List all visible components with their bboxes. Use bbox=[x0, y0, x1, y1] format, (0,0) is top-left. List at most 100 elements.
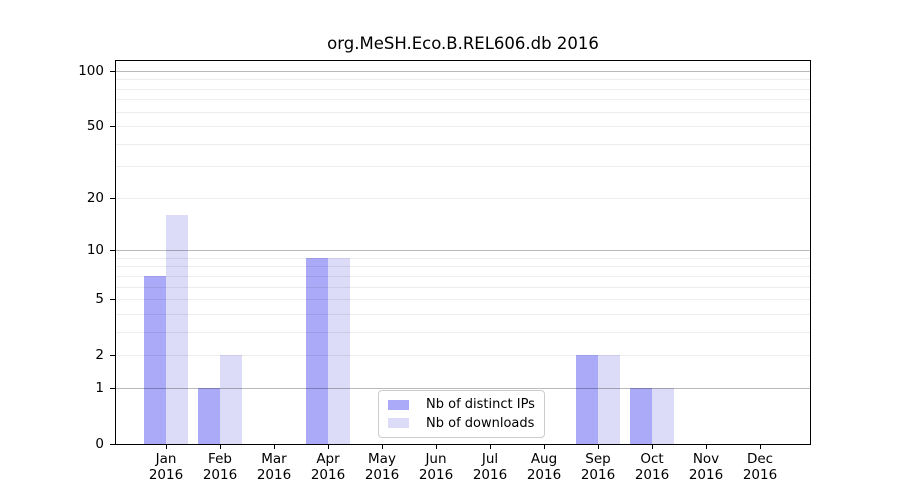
gridline-major bbox=[116, 70, 810, 72]
gridline-major bbox=[116, 250, 810, 252]
x-tick-mark bbox=[760, 445, 761, 449]
gridline-minor bbox=[116, 143, 810, 145]
x-tick-year: 2016 bbox=[148, 467, 184, 483]
bar-downloads bbox=[220, 355, 242, 444]
x-tick-label: May 2016 bbox=[347, 451, 417, 483]
gridline-minor bbox=[116, 299, 810, 301]
y-tick-mark bbox=[110, 250, 115, 252]
x-tick-mark bbox=[166, 445, 167, 449]
x-tick-mark bbox=[328, 445, 329, 449]
y-tick-label: 5 bbox=[95, 291, 104, 308]
plot-area bbox=[115, 60, 811, 445]
gridline-minor bbox=[116, 99, 810, 101]
legend-label-distinct-ips: Nb of distinct IPs bbox=[426, 397, 535, 413]
x-tick-year: 2016 bbox=[472, 467, 508, 483]
x-tick-label: Jun 2016 bbox=[401, 451, 471, 483]
y-tick-label: 10 bbox=[86, 242, 104, 259]
x-tick-month: Mar bbox=[261, 451, 287, 467]
x-tick-month: Sep bbox=[585, 451, 611, 467]
gridline-minor bbox=[116, 88, 810, 90]
x-tick-label: Oct 2016 bbox=[617, 451, 687, 483]
x-tick-label: Sep 2016 bbox=[563, 451, 633, 483]
chart-title: org.MeSH.Eco.B.REL606.db 2016 bbox=[327, 34, 599, 53]
x-tick-label: Feb 2016 bbox=[185, 451, 255, 483]
x-tick-label: Apr 2016 bbox=[293, 451, 363, 483]
x-tick-mark bbox=[436, 445, 437, 449]
x-tick-year: 2016 bbox=[310, 467, 346, 483]
gridline-minor bbox=[116, 166, 810, 168]
x-tick-month: May bbox=[368, 451, 396, 467]
bar-distinct-ips bbox=[306, 257, 328, 444]
x-tick-year: 2016 bbox=[634, 467, 670, 483]
y-tick-mark bbox=[110, 355, 115, 357]
x-tick-mark bbox=[220, 445, 221, 449]
y-tick-label: 0 bbox=[95, 436, 104, 452]
gridline-minor bbox=[116, 257, 810, 259]
legend: Nb of distinct IPs Nb of downloads bbox=[378, 390, 545, 438]
x-tick-year: 2016 bbox=[202, 467, 238, 483]
x-tick-month: Jun bbox=[425, 451, 447, 467]
y-tick-label: 100 bbox=[78, 62, 104, 79]
bar-downloads bbox=[598, 355, 620, 444]
x-tick-label: Jul 2016 bbox=[455, 451, 525, 483]
y-tick-mark bbox=[110, 126, 115, 128]
gridline-minor bbox=[116, 126, 810, 128]
y-tick-mark bbox=[110, 70, 115, 72]
bar-downloads bbox=[652, 387, 674, 444]
x-tick-month: Jan bbox=[155, 451, 177, 467]
x-tick-mark bbox=[598, 445, 599, 449]
x-tick-year: 2016 bbox=[742, 467, 778, 483]
x-tick-year: 2016 bbox=[526, 467, 562, 483]
x-tick-month: Aug bbox=[530, 451, 558, 467]
y-tick-mark bbox=[110, 299, 115, 301]
legend-swatch-distinct-ips-icon bbox=[388, 399, 409, 410]
x-tick-month: Jul bbox=[481, 451, 499, 467]
y-tick-label: 2 bbox=[95, 347, 104, 364]
y-tick-label: 1 bbox=[95, 379, 104, 396]
gridline-minor bbox=[116, 197, 810, 199]
gridline-minor bbox=[116, 111, 810, 113]
x-tick-month: Nov bbox=[692, 451, 720, 467]
legend-swatch-downloads-icon bbox=[388, 418, 409, 429]
x-tick-mark bbox=[652, 445, 653, 449]
x-tick-month: Apr bbox=[316, 451, 340, 467]
gridline-minor bbox=[116, 313, 810, 315]
y-tick-label: 20 bbox=[86, 189, 104, 206]
x-tick-year: 2016 bbox=[688, 467, 724, 483]
x-tick-mark bbox=[274, 445, 275, 449]
gridline-minor bbox=[116, 355, 810, 357]
legend-item-downloads: Nb of downloads bbox=[388, 416, 535, 431]
y-tick-mark bbox=[110, 444, 115, 445]
bar-distinct-ips bbox=[144, 275, 166, 444]
x-tick-year: 2016 bbox=[256, 467, 292, 483]
gridline-minor bbox=[116, 79, 810, 81]
x-tick-mark bbox=[490, 445, 491, 449]
gridline-major bbox=[116, 387, 810, 389]
x-tick-year: 2016 bbox=[364, 467, 400, 483]
x-tick-year: 2016 bbox=[580, 467, 616, 483]
gridline-minor bbox=[116, 286, 810, 288]
bar-downloads bbox=[166, 214, 188, 444]
y-tick-mark bbox=[110, 197, 115, 199]
x-tick-month: Feb bbox=[208, 451, 232, 467]
x-tick-label: Dec 2016 bbox=[725, 451, 795, 483]
x-tick-mark bbox=[544, 445, 545, 449]
x-tick-label: Nov 2016 bbox=[671, 451, 741, 483]
x-tick-mark bbox=[382, 445, 383, 449]
legend-label-downloads: Nb of downloads bbox=[426, 415, 535, 431]
gridline-minor bbox=[116, 331, 810, 333]
bar-distinct-ips bbox=[576, 355, 598, 444]
y-tick-label: 50 bbox=[86, 118, 104, 135]
x-tick-month: Dec bbox=[746, 451, 774, 467]
x-tick-label: Aug 2016 bbox=[509, 451, 579, 483]
bar-downloads bbox=[328, 257, 350, 444]
gridline-minor bbox=[116, 275, 810, 277]
x-tick-label: Mar 2016 bbox=[239, 451, 309, 483]
x-tick-mark bbox=[706, 445, 707, 449]
x-tick-label: Jan 2016 bbox=[131, 451, 201, 483]
legend-item-distinct-ips: Nb of distinct IPs bbox=[388, 397, 535, 412]
x-tick-month: Oct bbox=[640, 451, 664, 467]
gridline-minor bbox=[116, 266, 810, 268]
bar-distinct-ips bbox=[630, 387, 652, 444]
